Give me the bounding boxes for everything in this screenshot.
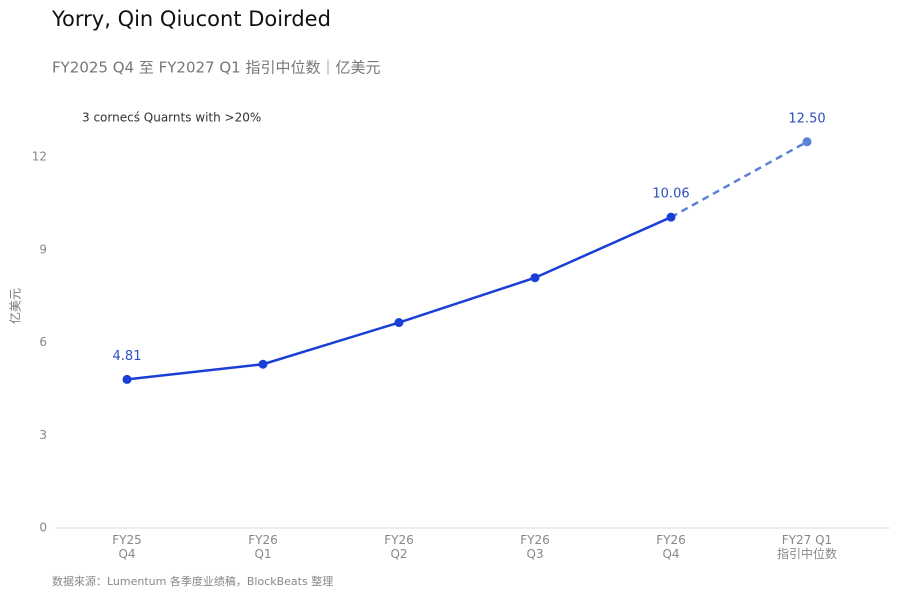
projected-line [670, 140, 808, 219]
point [394, 318, 404, 328]
point [122, 374, 132, 384]
data-label: 12.50 [788, 111, 825, 126]
x-tick-label: FY26 Q4 [656, 533, 686, 561]
x-tick-label: FY26 Q1 [248, 533, 278, 561]
y-axis-label: 亿美元 [8, 288, 23, 324]
source-note: 数据來源：Lumentum 各季度业绩稿，BlockBeats 整理 [52, 574, 333, 588]
annotation: 3 cornecś Quarnts with >20% [82, 111, 261, 125]
x-tick-label: FY26 Q2 [384, 533, 414, 561]
point [666, 212, 676, 222]
y-tick-label: 0 [39, 521, 47, 535]
y-tick-label: 6 [39, 335, 47, 349]
x-tick-label: FY26 Q3 [520, 533, 550, 561]
point [258, 359, 268, 369]
y-tick-label: 3 [39, 428, 47, 442]
y-tick-label: 12 [32, 150, 47, 164]
line [126, 216, 672, 381]
chart-subtitle: FY2025 Q4 至 FY2027 Q1 指引中位数｜亿美元 [52, 59, 380, 77]
data-label: 4.81 [113, 349, 142, 364]
x-tick-label: FY25 Q4 [112, 533, 142, 561]
chart-title: Yorry, Qin Qiucont Doirded [51, 7, 331, 31]
point [530, 273, 540, 283]
y-tick-label: 9 [39, 242, 47, 256]
point [802, 137, 812, 147]
data-label: 10.06 [652, 187, 689, 202]
x-tick-label: FY27 Q1 指引中位数 [776, 533, 837, 561]
